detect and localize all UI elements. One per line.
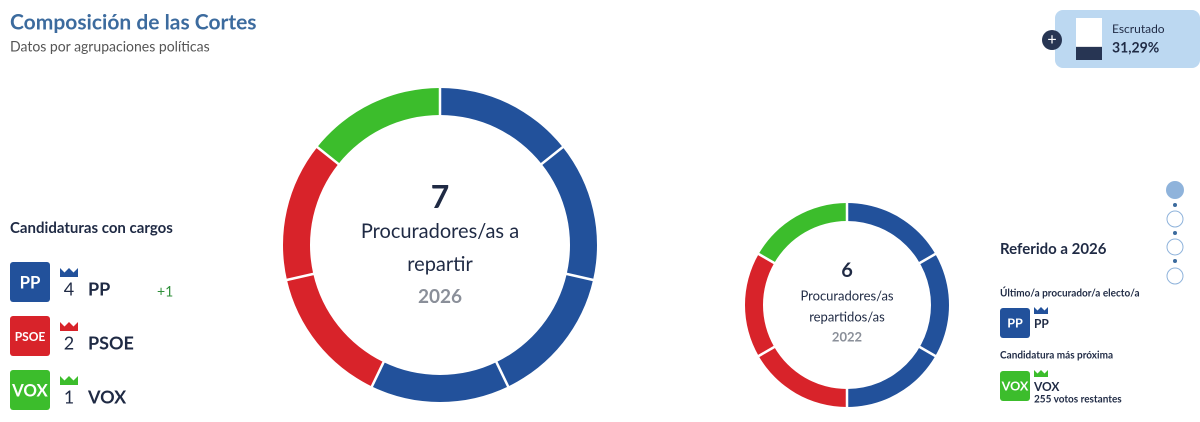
donut-segment — [371, 88, 597, 402]
counted-bar — [1076, 46, 1102, 60]
donut-label: Procuradores/as a — [361, 219, 519, 243]
seat-separator — [369, 359, 386, 389]
seat-separator — [314, 144, 341, 167]
crown-icon — [60, 322, 78, 331]
crown-icon — [60, 376, 78, 385]
party-logo — [10, 262, 50, 302]
donut-segment — [283, 147, 384, 387]
seat-separator — [539, 144, 566, 167]
expand-icon[interactable]: + — [1047, 30, 1056, 49]
party-logo-text: PP — [20, 271, 41, 292]
nav-item[interactable] — [1166, 267, 1184, 285]
party-seats: 4 — [64, 278, 74, 300]
side-nav — [1166, 181, 1184, 285]
party-logo — [1000, 308, 1030, 338]
party-seats: 2 — [64, 332, 74, 354]
closest-note: 255 votos restantes — [1034, 394, 1122, 406]
nav-dot — [1173, 231, 1177, 235]
party-logo-text: VOX — [11, 379, 48, 400]
crown-icon — [1034, 307, 1048, 314]
expand-button[interactable] — [1042, 30, 1062, 50]
party-logo-text: VOX — [1001, 379, 1029, 394]
last-elected-title: Último/a procurador/a electo/a — [1000, 288, 1140, 300]
candidates-title: Candidaturas con cargos — [10, 219, 173, 237]
party-name: PP — [88, 278, 110, 300]
nav-item[interactable] — [1166, 181, 1184, 199]
seat-separator — [284, 272, 316, 282]
donut-segment — [317, 88, 440, 164]
donut-segment — [847, 203, 949, 407]
donut-label: repartidos/as — [809, 308, 885, 324]
donut-label: Procuradores/as — [800, 287, 893, 303]
seat-separator — [756, 344, 777, 359]
party-logo — [10, 316, 50, 356]
party-logo-text: PSOE — [15, 329, 46, 344]
crown-icon — [1034, 370, 1048, 377]
party-name: VOX — [87, 386, 127, 408]
party-logo — [10, 370, 50, 410]
party-logo — [1000, 371, 1030, 401]
closest-title: Candidatura más próxima — [1000, 350, 1113, 362]
seat-separator — [494, 359, 511, 389]
subtitle: Datos por agrupaciones políticas — [10, 38, 210, 55]
party-change: +1 — [157, 283, 173, 300]
seat-separator — [917, 251, 938, 266]
counted-label: Escrutado — [1112, 21, 1165, 36]
counted-value: 31,29% — [1112, 39, 1159, 56]
seat-separator — [756, 251, 777, 266]
party-name: PSOE — [88, 332, 134, 354]
donut-segment — [758, 203, 847, 263]
party-name: VOX — [1033, 379, 1060, 394]
nav-item[interactable] — [1166, 210, 1184, 228]
party-name: PP — [1034, 316, 1049, 331]
donut-total: 6 — [841, 258, 853, 282]
crown-icon — [60, 268, 78, 277]
nav-dot — [1173, 259, 1177, 263]
donut-label: repartir — [407, 252, 473, 276]
reference-title: Referido a 2026 — [1000, 240, 1107, 258]
seat-separator — [564, 272, 596, 282]
seat-separator — [917, 344, 938, 359]
nav-dot — [1173, 203, 1177, 207]
donut-year: 2022 — [832, 328, 862, 344]
donut-year: 2026 — [418, 285, 462, 308]
party-logo-text: PP — [1007, 316, 1023, 331]
party-seats: 1 — [64, 386, 74, 408]
donut-segment — [744, 254, 847, 407]
donut-total: 7 — [431, 176, 450, 215]
nav-item[interactable] — [1166, 238, 1184, 256]
title: Composición de las Cortes — [10, 9, 257, 34]
